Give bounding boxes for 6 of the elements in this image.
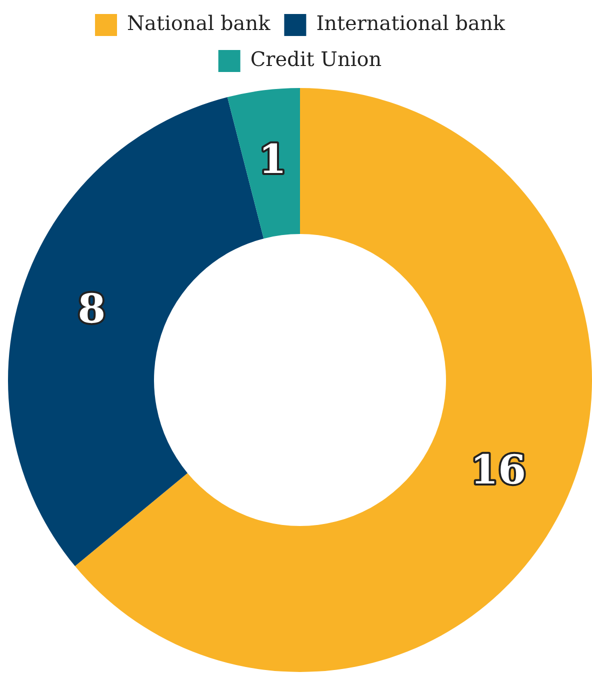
data-label: 16 (470, 446, 526, 494)
legend-label: Credit Union (250, 47, 382, 72)
data-label: 8 (78, 286, 106, 333)
legend-label: National bank (127, 11, 272, 36)
legend-label: International bank (316, 11, 506, 36)
data-label: 1 (258, 136, 286, 184)
